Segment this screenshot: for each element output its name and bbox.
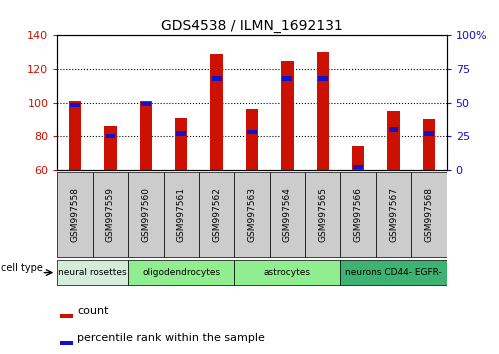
Bar <box>340 172 376 257</box>
Bar <box>387 111 400 170</box>
Bar <box>269 172 305 257</box>
Text: GSM997566: GSM997566 <box>354 187 363 242</box>
Text: cell type: cell type <box>1 263 43 273</box>
Text: GSM997561: GSM997561 <box>177 187 186 242</box>
Text: GSM997562: GSM997562 <box>212 187 221 242</box>
Text: neural rosettes: neural rosettes <box>58 268 127 277</box>
Bar <box>247 130 257 135</box>
Text: GSM997560: GSM997560 <box>141 187 150 242</box>
Bar <box>318 76 328 81</box>
Text: oligodendrocytes: oligodendrocytes <box>142 268 220 277</box>
Text: astrocytes: astrocytes <box>264 268 311 277</box>
Bar <box>353 165 363 169</box>
Bar <box>389 127 399 132</box>
Bar <box>305 172 340 257</box>
Bar <box>60 341 73 345</box>
Bar <box>175 118 188 170</box>
Bar <box>282 76 292 81</box>
Bar <box>57 172 93 257</box>
Bar <box>246 109 258 170</box>
Text: GSM997568: GSM997568 <box>425 187 434 242</box>
Bar <box>352 147 364 170</box>
Bar <box>70 103 80 108</box>
Bar <box>105 134 115 138</box>
Bar <box>424 131 434 136</box>
Text: GSM997559: GSM997559 <box>106 187 115 242</box>
Bar <box>212 76 222 81</box>
Bar <box>411 172 447 257</box>
Bar <box>140 101 152 170</box>
Bar <box>376 172 411 257</box>
Bar <box>60 314 73 318</box>
Bar <box>57 260 128 285</box>
Title: GDS4538 / ILMN_1692131: GDS4538 / ILMN_1692131 <box>161 19 343 33</box>
Text: percentile rank within the sample: percentile rank within the sample <box>77 333 265 343</box>
Bar <box>93 172 128 257</box>
Bar <box>316 52 329 170</box>
Bar <box>211 54 223 170</box>
Bar <box>423 119 435 170</box>
Text: GSM997563: GSM997563 <box>248 187 256 242</box>
Bar <box>128 172 164 257</box>
Text: GSM997564: GSM997564 <box>283 187 292 242</box>
Bar <box>104 126 117 170</box>
Bar <box>340 260 447 285</box>
Bar <box>176 131 186 136</box>
Text: GSM997565: GSM997565 <box>318 187 327 242</box>
Bar <box>141 102 151 106</box>
Bar <box>128 260 235 285</box>
Bar <box>235 172 269 257</box>
Text: GSM997567: GSM997567 <box>389 187 398 242</box>
Bar <box>69 101 81 170</box>
Bar <box>164 172 199 257</box>
Text: neurons CD44- EGFR-: neurons CD44- EGFR- <box>345 268 442 277</box>
Bar <box>199 172 235 257</box>
Text: count: count <box>77 306 108 316</box>
Text: GSM997558: GSM997558 <box>70 187 79 242</box>
Bar <box>235 260 340 285</box>
Bar <box>281 61 293 170</box>
